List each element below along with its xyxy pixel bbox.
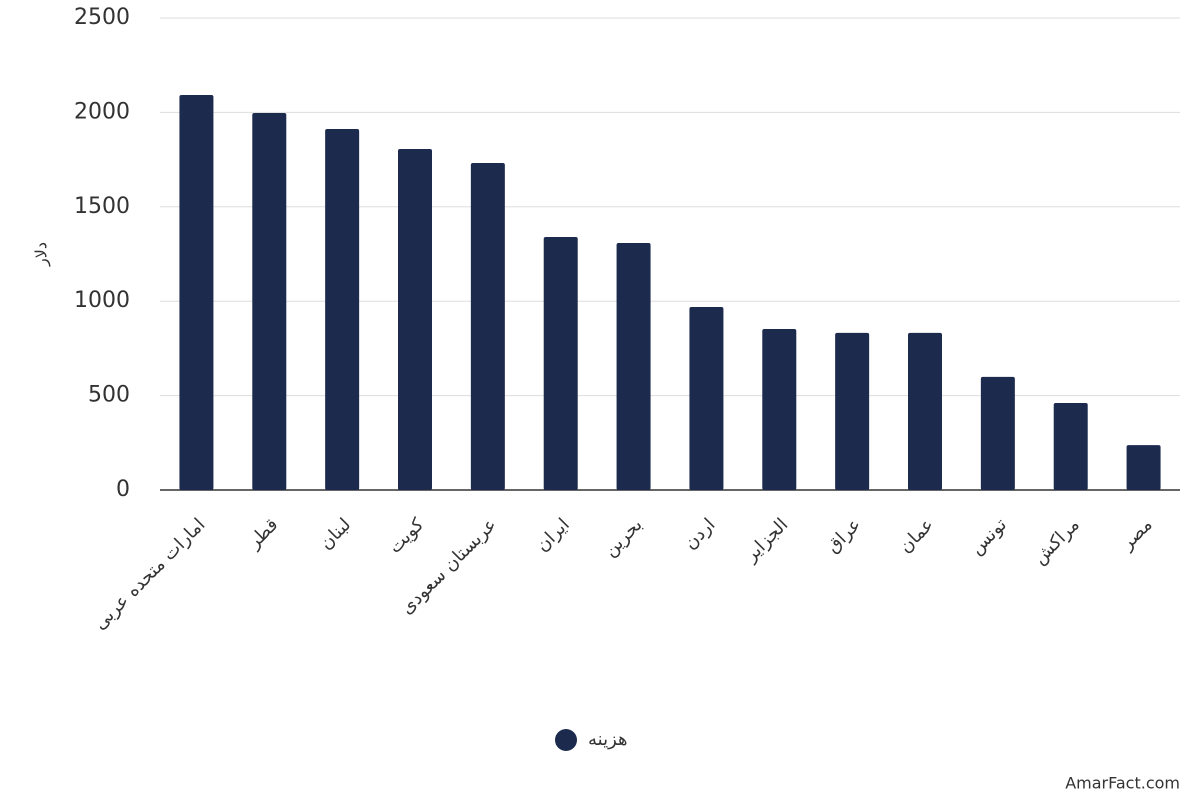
bar: [179, 95, 214, 491]
y-tick-label: 2000: [74, 99, 130, 124]
x-tick-label: اردن: [680, 514, 720, 554]
bar: [252, 112, 287, 490]
y-tick-label: 1000: [74, 288, 130, 313]
x-tick-label: کویت: [385, 514, 429, 558]
bar: [835, 332, 870, 490]
x-tick-label: امارات متحده عربی: [90, 514, 210, 634]
y-tick-label: 0: [116, 477, 130, 502]
bar: [908, 332, 942, 490]
bar: [325, 129, 360, 490]
x-tick-label: مراکش: [1029, 514, 1084, 569]
x-tick-label: عراق: [822, 514, 865, 557]
bar: [980, 376, 1015, 490]
bar: [470, 162, 505, 490]
bar: [762, 328, 797, 490]
x-tick-label: بحرین: [600, 514, 647, 561]
bar: [689, 307, 724, 490]
watermark: AmarFact.com: [1065, 774, 1180, 793]
y-tick-label: 1500: [74, 194, 130, 219]
y-tick-label: 500: [88, 383, 130, 408]
bar: [543, 237, 578, 490]
bar: [398, 149, 432, 490]
x-tick-label: قطر: [243, 514, 282, 553]
bar: [1053, 402, 1088, 490]
x-tick-label: عمان: [895, 514, 938, 557]
legend-marker: [555, 729, 577, 751]
legend-label: هزینه: [588, 729, 628, 750]
x-tick-label: مصر: [1116, 514, 1156, 554]
x-tick-label: ایران: [532, 514, 574, 556]
y-axis-label: دلار: [32, 242, 52, 267]
y-tick-label: 2500: [74, 5, 130, 30]
bar: [1126, 445, 1161, 490]
bar: [616, 243, 651, 490]
x-tick-label: الجزایر: [740, 514, 792, 566]
x-tick-label: تونس: [966, 514, 1011, 559]
x-tick-label: لبنان: [316, 514, 356, 554]
